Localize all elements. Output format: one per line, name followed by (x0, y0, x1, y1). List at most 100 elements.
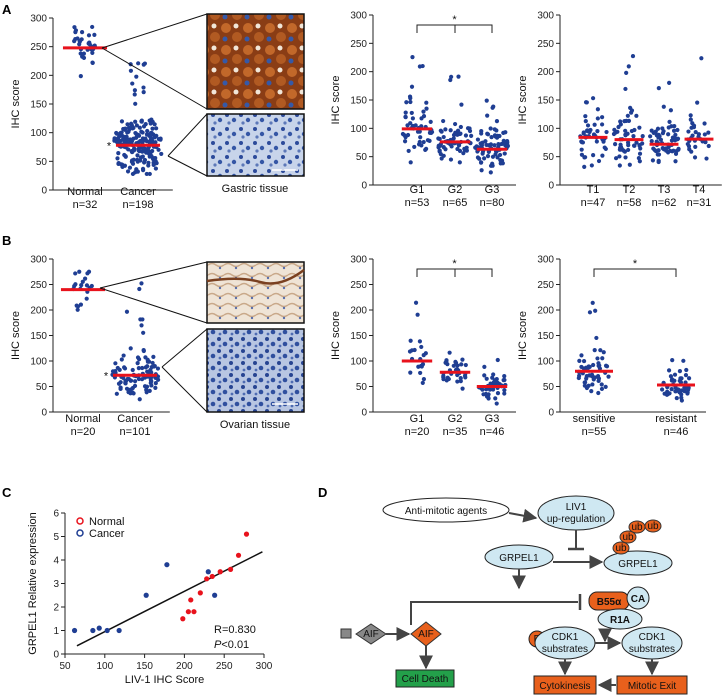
data-point (692, 155, 698, 160)
group-label: resistant (655, 413, 697, 425)
data-point (673, 132, 678, 138)
data-point-cancer (164, 562, 170, 568)
data-point (140, 317, 145, 322)
data-point-normal (217, 569, 223, 575)
data-point (474, 144, 479, 149)
data-point (115, 156, 120, 161)
data-point (693, 129, 698, 135)
y-tick-label: 200 (30, 71, 47, 82)
data-point (667, 80, 672, 85)
data-point (400, 131, 406, 137)
y-tick-label: 0 (361, 181, 367, 192)
data-point (149, 383, 154, 388)
data-point (112, 137, 117, 142)
data-point (448, 157, 454, 162)
data-point (136, 366, 141, 371)
data-point (658, 137, 664, 142)
data-point (418, 370, 423, 376)
data-point (90, 24, 95, 30)
gastric-caption: Gastric tissue (222, 183, 289, 195)
data-point (637, 151, 643, 156)
data-point (603, 384, 608, 389)
data-point (467, 126, 472, 131)
group-n: n=35 (443, 426, 468, 438)
data-point-normal (185, 609, 191, 615)
data-point (153, 155, 158, 161)
data-point (579, 353, 584, 358)
data-point (420, 362, 426, 367)
significance-mark: * (633, 258, 638, 270)
data-point (489, 135, 494, 140)
data-point (455, 146, 460, 152)
panel-label-d: D (318, 485, 327, 500)
data-point-cancer (212, 592, 218, 598)
data-point (634, 140, 639, 145)
data-point (679, 388, 684, 393)
x-tick-label: 50 (59, 661, 71, 672)
data-point (73, 30, 78, 35)
data-point (117, 367, 122, 373)
y-tick-label: 300 (30, 14, 47, 25)
data-point (583, 114, 588, 119)
node-cytokinesis (533, 675, 597, 695)
chart-gastric-stage: 0 50 100 150 200 250 300 IHC score T1n=47 T2n=58 T… (517, 11, 722, 209)
data-point (485, 131, 490, 136)
data-point (437, 136, 442, 142)
data-point (459, 102, 464, 107)
data-point (458, 124, 463, 130)
data-point (137, 397, 142, 402)
data-point (455, 372, 460, 378)
data-point (90, 50, 95, 55)
edge-agents-liv1 (508, 508, 538, 523)
data-point (415, 129, 421, 134)
y-tick-label: 100 (30, 357, 47, 368)
data-point (141, 90, 146, 95)
data-point (130, 367, 135, 373)
group-n: n=47 (581, 197, 606, 209)
group-n: n=20 (405, 426, 430, 438)
data-point (144, 171, 149, 177)
significance-mark: * (452, 258, 457, 270)
data-point (135, 159, 140, 164)
y-axis-label: GRPEL1 Relative expression (27, 512, 39, 654)
data-point (673, 385, 678, 390)
data-point (585, 128, 590, 133)
y-axis-label: IHC score (330, 76, 342, 125)
y-tick-label: 200 (350, 67, 367, 78)
group-n: n=62 (652, 197, 677, 209)
y-tick-label: 150 (350, 96, 367, 107)
node-cytokinesis-label: Cytokinesis (539, 681, 590, 692)
data-point (130, 390, 135, 395)
data-point (612, 127, 617, 132)
data-point (591, 362, 596, 368)
data-point (418, 135, 423, 140)
data-point (494, 119, 500, 124)
data-point (589, 372, 595, 377)
data-point (491, 380, 496, 385)
data-point (494, 128, 499, 133)
data-point (130, 158, 135, 163)
data-point (579, 147, 584, 152)
data-point (116, 140, 121, 145)
zoom-line (167, 113, 208, 157)
data-point (136, 61, 141, 66)
data-point (412, 144, 417, 150)
data-point (457, 131, 462, 137)
data-point (606, 374, 611, 379)
data-point (583, 119, 588, 124)
data-point (124, 309, 130, 314)
data-point (77, 42, 82, 47)
data-point (686, 376, 692, 381)
data-point (469, 133, 474, 138)
data-point (630, 53, 636, 59)
data-point (140, 154, 145, 159)
group-n: n=20 (71, 426, 96, 438)
node-cdk1-line1: CDK1 (639, 632, 666, 643)
data-point (441, 153, 446, 158)
data-point (441, 134, 446, 140)
data-point (495, 155, 500, 160)
data-point (153, 385, 158, 390)
data-point (668, 374, 674, 379)
y-tick-label: 50 (356, 152, 368, 163)
ovarian-cancer-image (206, 328, 305, 413)
